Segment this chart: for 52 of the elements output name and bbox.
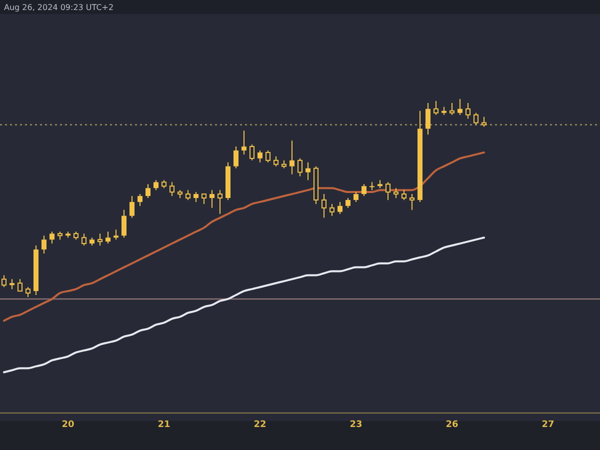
candlestick: [434, 100, 438, 116]
candlestick: [130, 196, 134, 218]
candlestick: [202, 194, 206, 204]
candlestick: [106, 231, 110, 244]
candlestick: [210, 190, 214, 208]
candlestick: [146, 184, 150, 198]
candlestick: [290, 140, 294, 175]
candlestick: [258, 150, 262, 163]
x-tick-label: 22: [254, 420, 266, 430]
candlestick: [122, 209, 126, 238]
candlestick: [322, 194, 326, 218]
candlestick: [18, 278, 22, 292]
candlestick: [362, 184, 366, 197]
x-tick-label: 26: [446, 420, 458, 430]
candlestick: [410, 194, 414, 210]
candlestick: [386, 182, 390, 200]
candlestick: [154, 180, 158, 191]
candlestick: [330, 203, 334, 216]
x-tick-label: 21: [158, 420, 170, 430]
text: Aug 26, 2024 09:23 UTC+2: [4, 3, 114, 12]
candlestick: [218, 190, 222, 214]
candlestick: [354, 192, 358, 202]
candlestick: [466, 102, 470, 120]
candlestick: [50, 231, 54, 244]
candlestick: [458, 98, 462, 116]
candlestick: [274, 156, 278, 167]
candlestick: [234, 146, 238, 169]
x-tick-label: 27: [542, 420, 554, 430]
candlestick: [138, 194, 142, 206]
candlestick: [426, 102, 430, 136]
candlestick: [306, 162, 310, 181]
candlestick: [170, 182, 174, 197]
candlestick: [346, 198, 350, 208]
candlestick: [394, 188, 398, 198]
candlestick: [250, 144, 254, 161]
x-tick-label: 23: [350, 420, 362, 430]
candlestick: [114, 229, 118, 240]
candlestick: [42, 235, 46, 254]
candlestick: [338, 201, 342, 214]
candlestick: [266, 150, 270, 163]
candlestick: [474, 112, 478, 126]
x-tick-label: 20: [62, 420, 74, 430]
candlestick: [186, 190, 190, 200]
candlestick: [242, 130, 246, 155]
candlestick: [450, 102, 454, 116]
candlestick: [26, 286, 30, 298]
candlestick: [10, 278, 14, 290]
candlestick: [98, 233, 102, 246]
candlestick: [82, 233, 86, 246]
candlestick: [298, 158, 302, 177]
candlestick: [402, 190, 406, 200]
candlestick: [194, 192, 198, 202]
